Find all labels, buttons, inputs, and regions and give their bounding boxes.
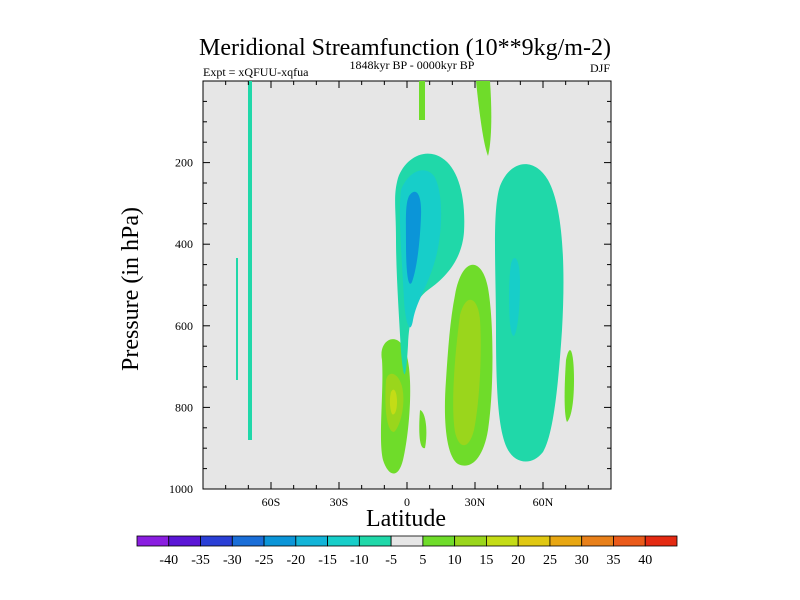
colorbar-label-9: 10 [448,553,462,568]
y-tick-label-1: 400 [175,237,193,251]
x-tick-label-2: 0 [404,495,410,509]
cell-nh-midlat-core [509,258,520,336]
x-tick-label-3: 30N [465,495,486,509]
x-axis: 60S 30S 0 30N 60N [225,81,589,509]
colorbar-label-11: 20 [511,553,525,568]
colorbar-swatch-16 [644,535,678,547]
colorbar-label-14: 35 [606,553,620,568]
x-tick-label-1: 30S [330,495,349,509]
colorbar-label-15: 40 [638,553,652,568]
colorbar-swatch-6 [327,535,360,547]
y-tick-label-2: 600 [175,319,193,333]
x-tick-label-0: 60S [262,495,281,509]
colorbar-swatch-12 [517,535,551,547]
cell-nh-high [564,350,574,422]
colorbar-label-7: -5 [385,553,397,568]
cell-sh-thin [236,258,238,380]
colorbar-swatch-4 [263,535,297,547]
colorbar-swatch-15 [613,535,646,547]
colorbar-swatch-3 [231,535,265,547]
subtitle-left: Expt = xQFUU-xqfua [203,65,309,79]
cell-nh-subtropical-core [453,299,481,446]
colorbar-swatch-7 [358,535,392,547]
colorbar-label-12: 25 [543,553,557,568]
cell-sh-polar [248,81,252,440]
colorbar-swatch-2 [200,535,233,547]
colorbar-swatch-14 [581,535,614,547]
y-tick-label-4: 1000 [169,482,193,496]
colorbar-label-10: 15 [479,553,493,568]
colorbar-swatch-13 [549,535,583,547]
subtitle-center: 1848kyr BP - 0000kyr BP [350,58,475,72]
cell-nh-midlat [495,164,564,462]
subtitle-right: DJF [590,61,610,75]
contour-fills [236,81,574,474]
y-axis-title: Pressure (in hPa) [118,207,144,371]
y-axis: 200 400 600 800 1000 [169,100,611,496]
colorbar-swatch-5 [295,535,328,547]
colorbar-label-5: -15 [318,553,337,568]
cell-nh-tropical-upper-inner [405,191,422,284]
chart-title: Meridional Streamfunction (10**9kg/m-2) [199,35,611,61]
cell-sh-tropical-deep-inner [389,389,397,415]
colorbar: -40 -35 -30 -25 -20 -15 -10 -5 5 10 15 20 25 30 35 40 [136,535,678,568]
x-tick-label-4: 60N [533,495,554,509]
colorbar-label-13: 30 [575,553,589,568]
y-tick-label-0: 200 [175,156,193,170]
colorbar-label-6: -10 [350,553,369,568]
x-axis-title: Latitude [366,506,446,532]
colorbar-label-1: -35 [191,553,210,568]
colorbar-swatch-1 [168,535,201,547]
colorbar-swatch-11 [486,535,519,547]
cell-nh-upper-jet [476,81,492,156]
colorbar-swatch-8 [390,535,424,547]
colorbar-swatch-10 [454,535,487,547]
cell-sh-upper-streak [419,81,425,120]
colorbar-label-0: -40 [159,553,178,568]
cell-nh-lower-fragment [419,410,427,449]
colorbar-swatch-0 [136,535,170,547]
colorbar-swatch-9 [422,535,456,547]
y-tick-label-3: 800 [175,400,193,414]
colorbar-label-3: -25 [255,553,274,568]
colorbar-label-8: 5 [419,553,426,568]
colorbar-label-2: -30 [223,553,242,568]
colorbar-label-4: -20 [286,553,305,568]
